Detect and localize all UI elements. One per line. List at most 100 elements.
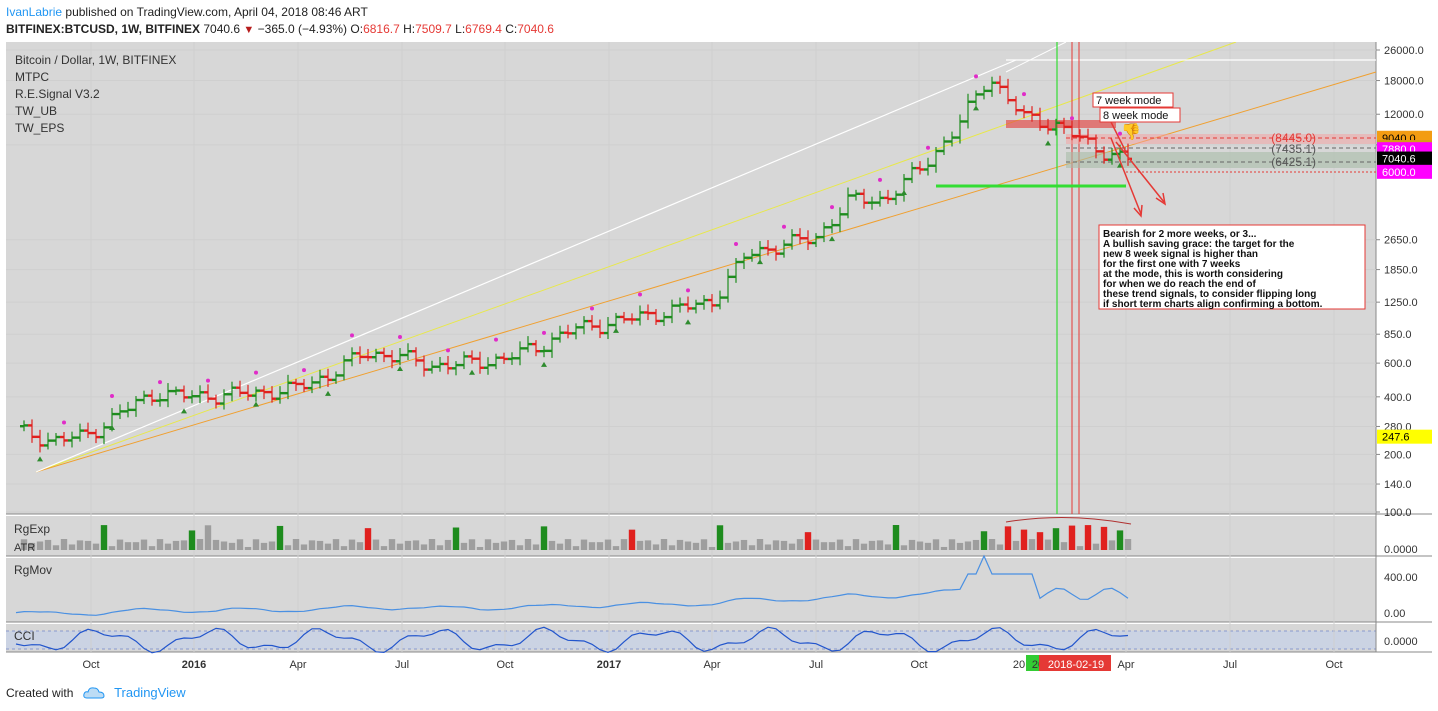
volume-bar (1124, 539, 1132, 550)
volume-bar (988, 539, 996, 550)
time-tick-label: 2018-02-19 (1048, 659, 1104, 671)
volume-bar (1052, 528, 1060, 550)
volume-bar (1020, 529, 1028, 550)
level-label: (7435.1) (1271, 142, 1316, 156)
volume-bar (404, 540, 412, 550)
volume-bar (292, 539, 300, 550)
last-price: 7040.6 (203, 22, 241, 36)
volume-bar (876, 540, 884, 550)
legend-item: MTPC (15, 70, 49, 84)
signal-dot (782, 224, 786, 229)
volume-bar (676, 539, 684, 550)
volume-bar (1060, 542, 1068, 550)
volume-bar (572, 546, 580, 550)
signal-triangle (397, 366, 403, 372)
volume-bar (708, 546, 716, 550)
note-line: new 8 week signal is higher than (1103, 249, 1258, 260)
volume-bar (468, 539, 476, 550)
volume-bar (836, 539, 844, 550)
open-label: O: (350, 22, 364, 36)
high-label: H: (403, 22, 416, 36)
rgmov-pane[interactable] (6, 558, 1376, 622)
signal-dot (494, 337, 498, 342)
price-tick-label: 400.0 (1384, 392, 1412, 404)
volume-bar (420, 544, 428, 550)
time-tick-label: 20 (1013, 659, 1025, 671)
signal-triangle (541, 361, 547, 367)
volume-bar (852, 539, 860, 550)
signal-triangle (613, 327, 619, 333)
signal-dot (974, 74, 978, 79)
volume-bar (1036, 532, 1044, 550)
volume-bar (748, 545, 756, 550)
volume-bar (228, 542, 236, 550)
volume-bar (164, 543, 172, 550)
tradingview-link[interactable]: TradingView (114, 685, 186, 700)
author-link[interactable]: IvanLabrie (6, 5, 63, 19)
volume-bar (684, 541, 692, 550)
volume-bar (580, 539, 588, 550)
volume-bar (156, 539, 164, 550)
thumbs-down-icon: 👎 (1121, 123, 1141, 141)
volume-bar (332, 539, 340, 550)
volume-bar (1004, 526, 1012, 550)
rgmov-line (15, 554, 1129, 616)
signal-dot (158, 380, 162, 385)
signal-dot (446, 348, 450, 353)
volume-bar (524, 539, 532, 550)
volume-bar (284, 545, 292, 550)
volume-bar (772, 540, 780, 550)
date-badge (1039, 655, 1111, 671)
time-tick-label: Jul (809, 659, 823, 671)
legend-item: Bitcoin / Dollar, 1W, BITFINEX (15, 53, 176, 67)
symbol-name: BITFINEX:BTCUSD, 1W, BITFINEX (6, 22, 201, 36)
price-tick-label: 850.0 (1384, 329, 1412, 341)
chart-area[interactable]: Bitcoin / Dollar, 1W, BITFINEX MTPC R.E.… (6, 41, 1432, 676)
volume-bar (484, 539, 492, 550)
volume-bar (756, 539, 764, 550)
volume-bar (452, 527, 460, 550)
time-tick-label: Apr (289, 659, 306, 671)
created-with: Created with (6, 686, 74, 700)
volume-bar (124, 542, 132, 550)
price-tick-label: 18000.0 (1384, 76, 1424, 88)
mode7-label: 7 week mode (1096, 95, 1161, 107)
signal-triangle (469, 369, 475, 375)
volume-bar (388, 539, 396, 550)
volume-bar (148, 546, 156, 550)
note-line: at the mode, this is worth considering (1103, 269, 1283, 280)
volume-bar (892, 525, 900, 550)
price-tick-label: 1250.0 (1384, 297, 1418, 309)
time-tick-label: 2016 (182, 659, 206, 671)
note-line: these trend signals, to consider flippin… (1103, 289, 1316, 300)
volume-bar (508, 539, 516, 550)
level-label: (6425.1) (1271, 155, 1316, 169)
volume-bar (556, 543, 564, 550)
price-badge-text: 247.6 (1382, 432, 1410, 444)
volume-bar (28, 542, 36, 550)
publish-line: IvanLabrie published on TradingView.com,… (6, 4, 368, 20)
volume-bar (260, 542, 268, 550)
volume-bar (788, 543, 796, 550)
note-box (1098, 224, 1366, 310)
signal-dot (206, 378, 210, 383)
time-tick-label: Jul (395, 659, 409, 671)
footer: Created with TradingView (6, 685, 186, 701)
volume-bar (140, 539, 148, 550)
volume-bar (916, 541, 924, 550)
chart-svg[interactable]: Bitcoin / Dollar, 1W, BITFINEX MTPC R.E.… (6, 41, 1432, 676)
time-tick-label: Oct (496, 659, 513, 671)
volume-bar (308, 540, 316, 550)
volume-bar (972, 539, 980, 550)
volume-bar (188, 530, 196, 550)
volume-bar (868, 540, 876, 550)
time-axis[interactable]: Oct 2016 Apr Jul Oct 2017 Apr Jul Oct 20 20 2018-02… (82, 655, 1343, 671)
volume-bar (252, 539, 260, 550)
volume-bar (356, 542, 364, 550)
volume-bar (860, 543, 868, 550)
volume-bars (20, 525, 1132, 550)
low-label: L: (455, 22, 466, 36)
volume-bar (532, 544, 540, 550)
price-tick-label: 100.0 (1384, 507, 1412, 519)
volume-bar (1028, 539, 1036, 550)
